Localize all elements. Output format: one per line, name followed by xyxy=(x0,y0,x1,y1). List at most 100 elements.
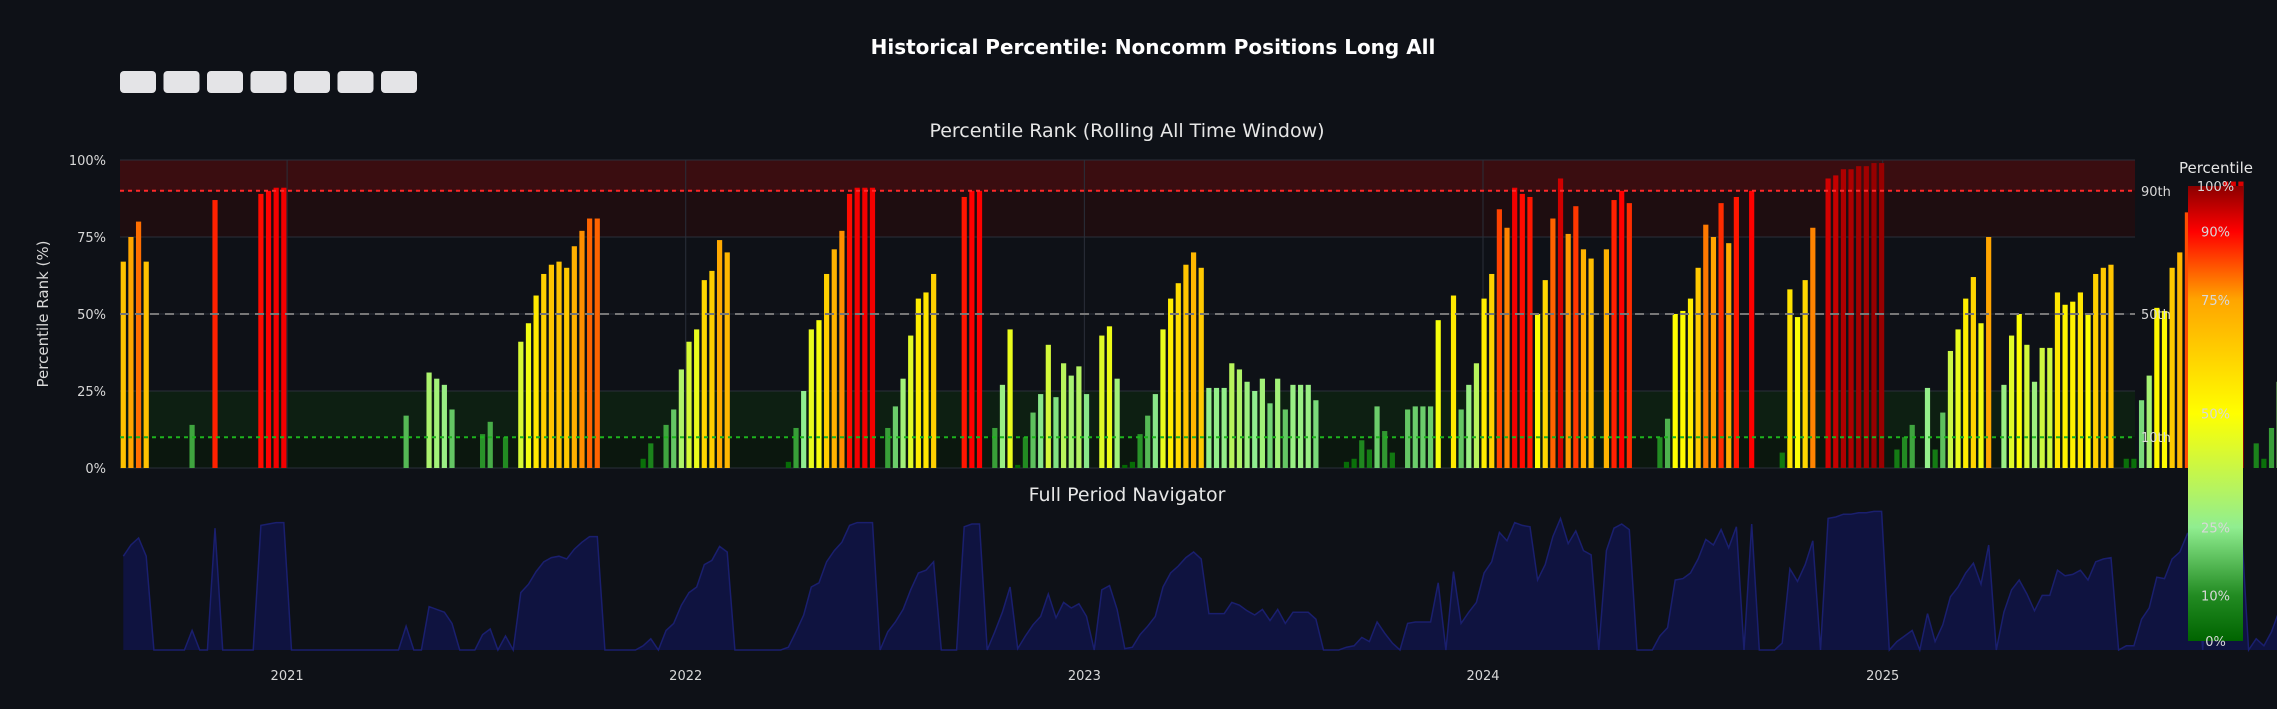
bar xyxy=(1168,299,1173,468)
bar xyxy=(2254,443,2259,468)
bar xyxy=(1489,274,1494,468)
bar xyxy=(1573,206,1578,468)
colorbar-tick-label: 75% xyxy=(2201,294,2230,309)
bar xyxy=(1244,382,1249,468)
bar xyxy=(258,194,263,468)
bar xyxy=(1367,450,1372,468)
reference-label: 90th xyxy=(2141,185,2171,200)
toolbar-button[interactable] xyxy=(120,71,156,93)
bar xyxy=(923,292,928,468)
bar xyxy=(189,425,194,468)
bar xyxy=(1558,178,1563,468)
shaded-band xyxy=(120,391,2135,437)
bar xyxy=(1436,320,1441,468)
bar xyxy=(832,249,837,468)
bar xyxy=(1176,283,1181,468)
bar xyxy=(541,274,546,468)
bar xyxy=(908,336,913,468)
y-axis-ticks: 0%25%50%75%100% xyxy=(69,154,106,477)
bar xyxy=(480,434,485,468)
x-tick-label: 2021 xyxy=(271,669,304,684)
bar xyxy=(900,379,905,468)
y-tick-label: 25% xyxy=(77,385,106,400)
bar xyxy=(1359,440,1364,468)
bar xyxy=(1474,363,1479,468)
bar xyxy=(1894,450,1899,468)
bar xyxy=(442,385,447,468)
colorbar-tick-label: 90% xyxy=(2201,226,2230,241)
bar xyxy=(449,409,454,468)
bar xyxy=(1611,200,1616,468)
navigator-chart[interactable] xyxy=(120,510,2277,650)
bar xyxy=(1688,299,1693,468)
bar xyxy=(1734,197,1739,468)
bar xyxy=(2055,292,2060,468)
bar xyxy=(1497,209,1502,468)
reference-label: 10th xyxy=(2141,431,2171,446)
bar xyxy=(1390,453,1395,468)
bar xyxy=(1726,243,1731,468)
bar xyxy=(1099,336,1104,468)
toolbar-button[interactable] xyxy=(251,71,287,93)
bar xyxy=(1955,329,1960,468)
bar xyxy=(2009,336,2014,468)
bar xyxy=(434,379,439,468)
bar xyxy=(526,323,531,468)
bar xyxy=(671,409,676,468)
bar xyxy=(1459,409,1464,468)
bar xyxy=(1841,169,1846,468)
bar xyxy=(1229,363,1234,468)
bar xyxy=(801,391,806,468)
bar xyxy=(2131,459,2136,468)
bar xyxy=(962,197,967,468)
bar xyxy=(1061,363,1066,468)
bar xyxy=(1550,219,1555,468)
toolbar-button[interactable] xyxy=(381,71,417,93)
bar xyxy=(534,296,539,468)
bar xyxy=(2047,348,2052,468)
bar xyxy=(1627,203,1632,468)
bar xyxy=(488,422,493,468)
bar xyxy=(1260,379,1265,468)
bar xyxy=(1451,296,1456,468)
y-tick-label: 0% xyxy=(85,462,106,477)
bar xyxy=(1222,388,1227,468)
bar xyxy=(1749,191,1754,468)
bar xyxy=(1053,397,1058,468)
bar xyxy=(2124,459,2129,468)
bar xyxy=(2063,305,2068,468)
bar xyxy=(1902,437,1907,468)
bar xyxy=(717,240,722,468)
bar xyxy=(1267,403,1272,468)
bar xyxy=(1405,409,1410,468)
y-tick-label: 100% xyxy=(69,154,106,169)
bar xyxy=(855,188,860,468)
bar xyxy=(725,252,730,468)
bar xyxy=(1856,166,1861,468)
bar xyxy=(1122,465,1127,468)
bar xyxy=(885,428,890,468)
toolbar-button[interactable] xyxy=(207,71,243,93)
bar xyxy=(1604,249,1609,468)
bar xyxy=(1879,163,1884,468)
bar xyxy=(847,194,852,468)
y-tick-label: 75% xyxy=(77,231,106,246)
bar xyxy=(1153,394,1158,468)
bar xyxy=(1833,175,1838,468)
bar xyxy=(1344,462,1349,468)
bar xyxy=(2177,252,2182,468)
bar xyxy=(1940,413,1945,468)
toolbar-button[interactable] xyxy=(294,71,330,93)
bar xyxy=(862,188,867,468)
bar xyxy=(1313,400,1318,468)
bar xyxy=(1290,385,1295,468)
bar xyxy=(2147,376,2152,468)
toolbar-button[interactable] xyxy=(164,71,200,93)
toolbar-button[interactable] xyxy=(338,71,374,93)
bar xyxy=(1252,391,1257,468)
bar xyxy=(992,428,997,468)
bar xyxy=(1214,388,1219,468)
bar xyxy=(1910,425,1915,468)
bar xyxy=(1543,280,1548,468)
